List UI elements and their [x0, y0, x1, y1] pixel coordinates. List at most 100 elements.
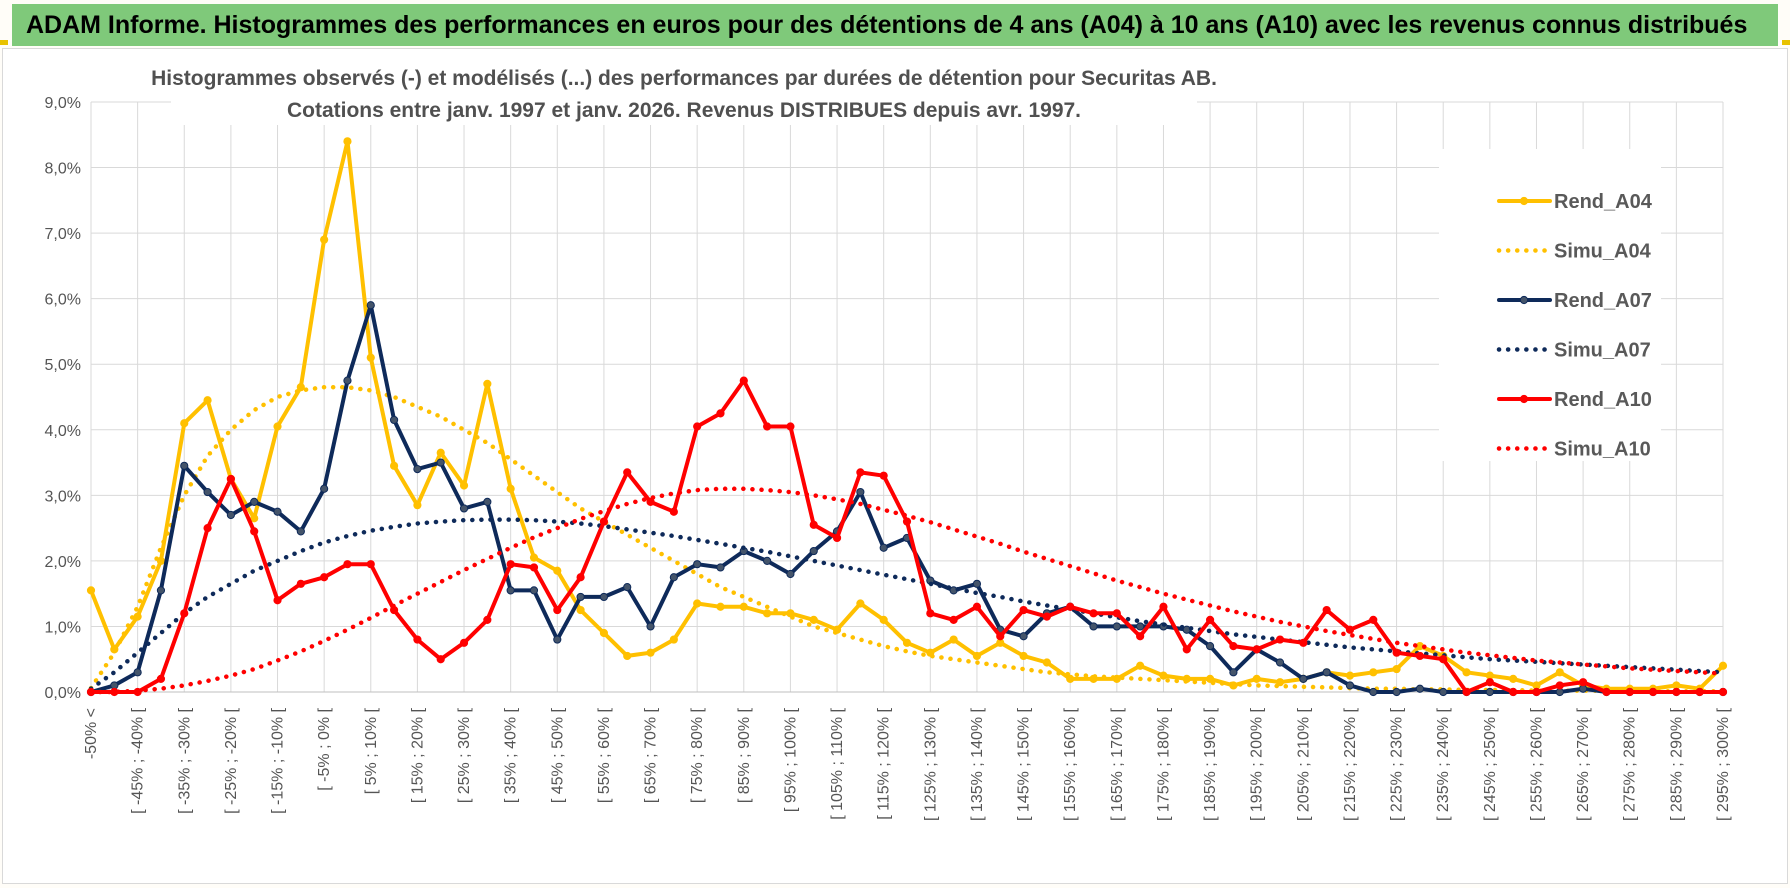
x-tick-label: [ 245% ; 250% [	[1482, 707, 1499, 821]
data-point-Rend_A10	[413, 635, 422, 644]
data-point-Rend_A07	[1205, 642, 1215, 651]
data-point-Rend_A10	[366, 560, 375, 569]
data-point-Rend_A07	[1136, 622, 1145, 631]
data-point-Rend_A04	[1136, 661, 1145, 670]
data-point-Rend_A10	[972, 602, 982, 611]
x-tick-label: [ -15% ; -10% [	[270, 707, 287, 813]
data-point-Rend_A04	[413, 501, 422, 510]
data-point-Rend_A10	[1229, 642, 1238, 651]
data-point-Rend_A07	[553, 635, 562, 644]
data-point-Rend_A07	[226, 510, 235, 520]
data-point-Rend_A10	[832, 533, 842, 543]
data-point-Rend_A07	[250, 497, 259, 506]
data-point-Rend_A07	[623, 583, 632, 592]
series-line-Simu_A07	[88, 517, 1726, 691]
data-point-Rend_A10	[250, 527, 259, 536]
data-point-Rend_A07	[413, 465, 422, 474]
x-tick-label: [ 175% ; 180% [	[1155, 707, 1172, 821]
data-point-Rend_A04	[203, 396, 212, 405]
data-point-Rend_A04	[879, 615, 888, 624]
legend-label-Rend_A07: Rend_A07	[1554, 290, 1652, 312]
data-point-Rend_A07	[1345, 681, 1355, 690]
data-point-Rend_A10	[1485, 678, 1494, 687]
x-tick-label: [ 275% ; 280% [	[1622, 707, 1639, 821]
x-tick-label: [ -25% ; -20% [	[223, 707, 240, 813]
legend-marker-Rend_A07	[1519, 295, 1529, 305]
data-point-Rend_A04	[809, 615, 818, 624]
data-point-Rend_A04	[483, 379, 492, 388]
data-point-Rend_A10	[856, 468, 865, 477]
data-point-Rend_A07	[1299, 674, 1308, 683]
legend-label-Rend_A04: Rend_A04	[1554, 191, 1653, 213]
x-tick-label: [ 115% ; 120% [	[876, 707, 893, 819]
data-point-Rend_A07	[436, 458, 445, 467]
x-tick-label: [ 45% ; 50% [	[549, 707, 566, 803]
data-point-Rend_A07	[506, 586, 515, 595]
x-tick-label: [ 135% ; 140% [	[969, 707, 986, 821]
series-lines	[86, 137, 1728, 697]
data-point-Rend_A07	[1369, 687, 1378, 697]
data-point-Rend_A10	[1089, 609, 1098, 618]
data-point-Rend_A07	[646, 622, 655, 631]
data-point-Rend_A07	[1415, 684, 1425, 693]
data-point-Rend_A07	[1089, 622, 1098, 631]
data-point-Rend_A10	[1205, 615, 1215, 624]
data-point-Rend_A04	[529, 553, 539, 562]
y-tick-label: 8,0%	[45, 161, 81, 178]
data-point-Rend_A10	[1462, 687, 1471, 697]
data-point-Rend_A10	[1182, 645, 1191, 654]
data-point-Rend_A10	[1369, 615, 1378, 624]
chart-panel: 0,0% 1,0% 2,0% 3,0% 4,0% 5,0% 6,0% 7,0% 8,0% 9,0%…	[2, 48, 1788, 884]
data-point-Rend_A10	[576, 573, 585, 582]
data-point-Rend_A07	[156, 586, 166, 595]
data-point-Rend_A07	[133, 668, 142, 677]
x-tick-label: [ 205% ; 210% [	[1295, 707, 1312, 821]
data-point-Rend_A04	[343, 137, 352, 146]
data-point-Rend_A10	[1415, 651, 1425, 661]
data-point-Rend_A04	[1019, 651, 1028, 661]
y-tick-label: 0,0%	[45, 685, 81, 702]
data-point-Rend_A07	[529, 586, 539, 595]
data-point-Rend_A10	[1322, 605, 1331, 615]
data-point-Rend_A07	[693, 560, 702, 569]
data-point-Rend_A04	[250, 514, 259, 523]
data-point-Rend_A04	[856, 599, 865, 608]
data-point-Rend_A10	[459, 638, 469, 647]
data-point-Rend_A10	[1695, 687, 1704, 697]
x-tick-label: [ 55% ; 60% [	[596, 707, 613, 803]
data-point-Rend_A10	[203, 524, 212, 533]
data-point-Rend_A07	[1019, 632, 1028, 641]
data-point-Rend_A10	[1648, 687, 1658, 697]
data-point-Rend_A07	[1439, 687, 1448, 697]
data-point-Rend_A04	[296, 383, 305, 392]
data-point-Rend_A04	[1159, 671, 1168, 680]
data-point-Rend_A10	[1532, 687, 1541, 697]
data-point-Rend_A10	[273, 596, 282, 605]
data-point-Rend_A10	[1602, 687, 1611, 697]
banner-corner-mark-left	[0, 40, 8, 45]
data-point-Rend_A10	[1392, 648, 1401, 657]
data-point-Rend_A04	[1369, 668, 1378, 677]
data-point-Rend_A07	[320, 484, 329, 493]
banner-corner-mark-right	[1782, 40, 1790, 45]
data-point-Rend_A07	[389, 415, 399, 425]
data-point-Rend_A10	[1579, 678, 1588, 687]
data-point-Rend_A07	[483, 497, 492, 506]
data-point-Rend_A10	[529, 563, 539, 572]
data-point-Rend_A10	[1299, 638, 1308, 647]
data-point-Rend_A07	[1322, 668, 1331, 677]
data-point-Rend_A10	[786, 422, 795, 431]
data-point-Rend_A04	[1275, 678, 1285, 687]
data-point-Rend_A10	[623, 468, 632, 477]
data-point-Rend_A07	[669, 573, 678, 582]
x-tick-label: [ -5% ; 0% [	[316, 707, 333, 790]
data-point-Rend_A07	[879, 543, 888, 552]
data-point-Rend_A07	[459, 504, 469, 513]
data-point-Rend_A07	[786, 569, 795, 579]
data-point-Rend_A04	[459, 481, 469, 490]
chart-title-line: Histogrammes observés (-) et modélisés (…	[151, 67, 1217, 90]
data-point-Rend_A07	[180, 461, 189, 470]
x-tick-label: [ 25% ; 30% [	[456, 707, 473, 803]
y-tick-label: 5,0%	[45, 357, 81, 374]
data-point-Rend_A07	[763, 556, 772, 565]
